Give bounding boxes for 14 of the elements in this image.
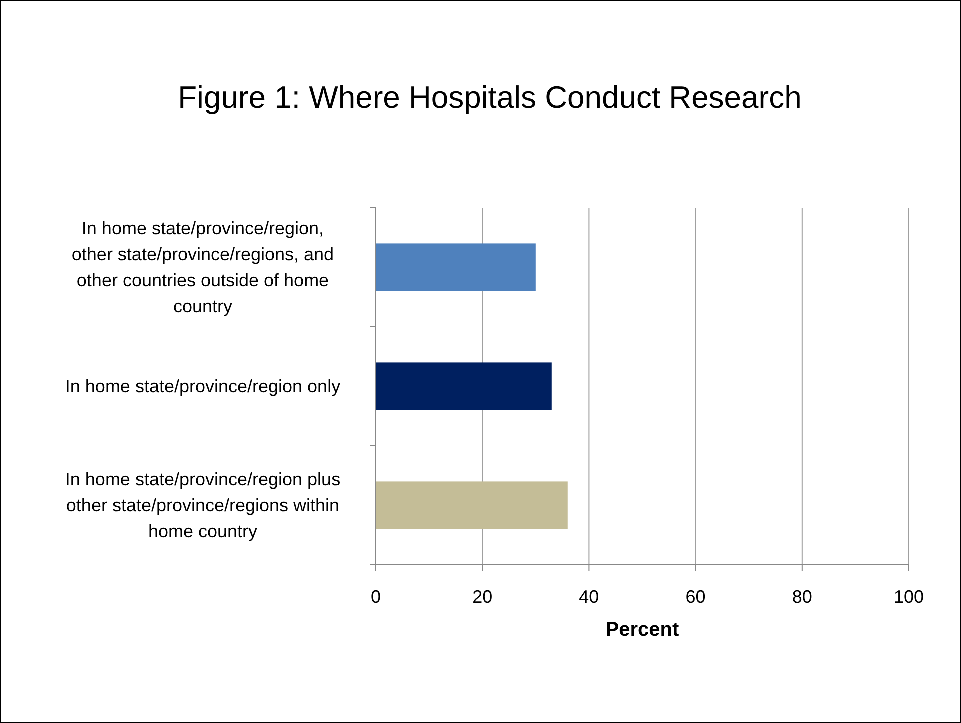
x-tick-label: 100: [894, 587, 924, 607]
x-tick-label: 0: [370, 587, 382, 607]
x-tick-label: 60: [686, 587, 706, 607]
y-tick-label: In home state/province/region, other state/province/regions, and other countries outside of home country: [72, 218, 334, 316]
x-axis-title: Percent: [606, 619, 680, 641]
x-tick-label: 80: [792, 587, 812, 607]
bar: [376, 482, 568, 530]
chart-title: Figure 1: Where Hospitals Conduct Research: [178, 80, 802, 115]
bar: [376, 362, 552, 410]
x-tick-label: 20: [472, 587, 493, 607]
y-tick-label: In home state/province/region only: [65, 376, 341, 396]
bar: [376, 244, 536, 292]
x-tick-label: 40: [579, 587, 600, 607]
y-tick-label: In home state/province/region plus other state/province/regions within home country: [65, 470, 341, 542]
